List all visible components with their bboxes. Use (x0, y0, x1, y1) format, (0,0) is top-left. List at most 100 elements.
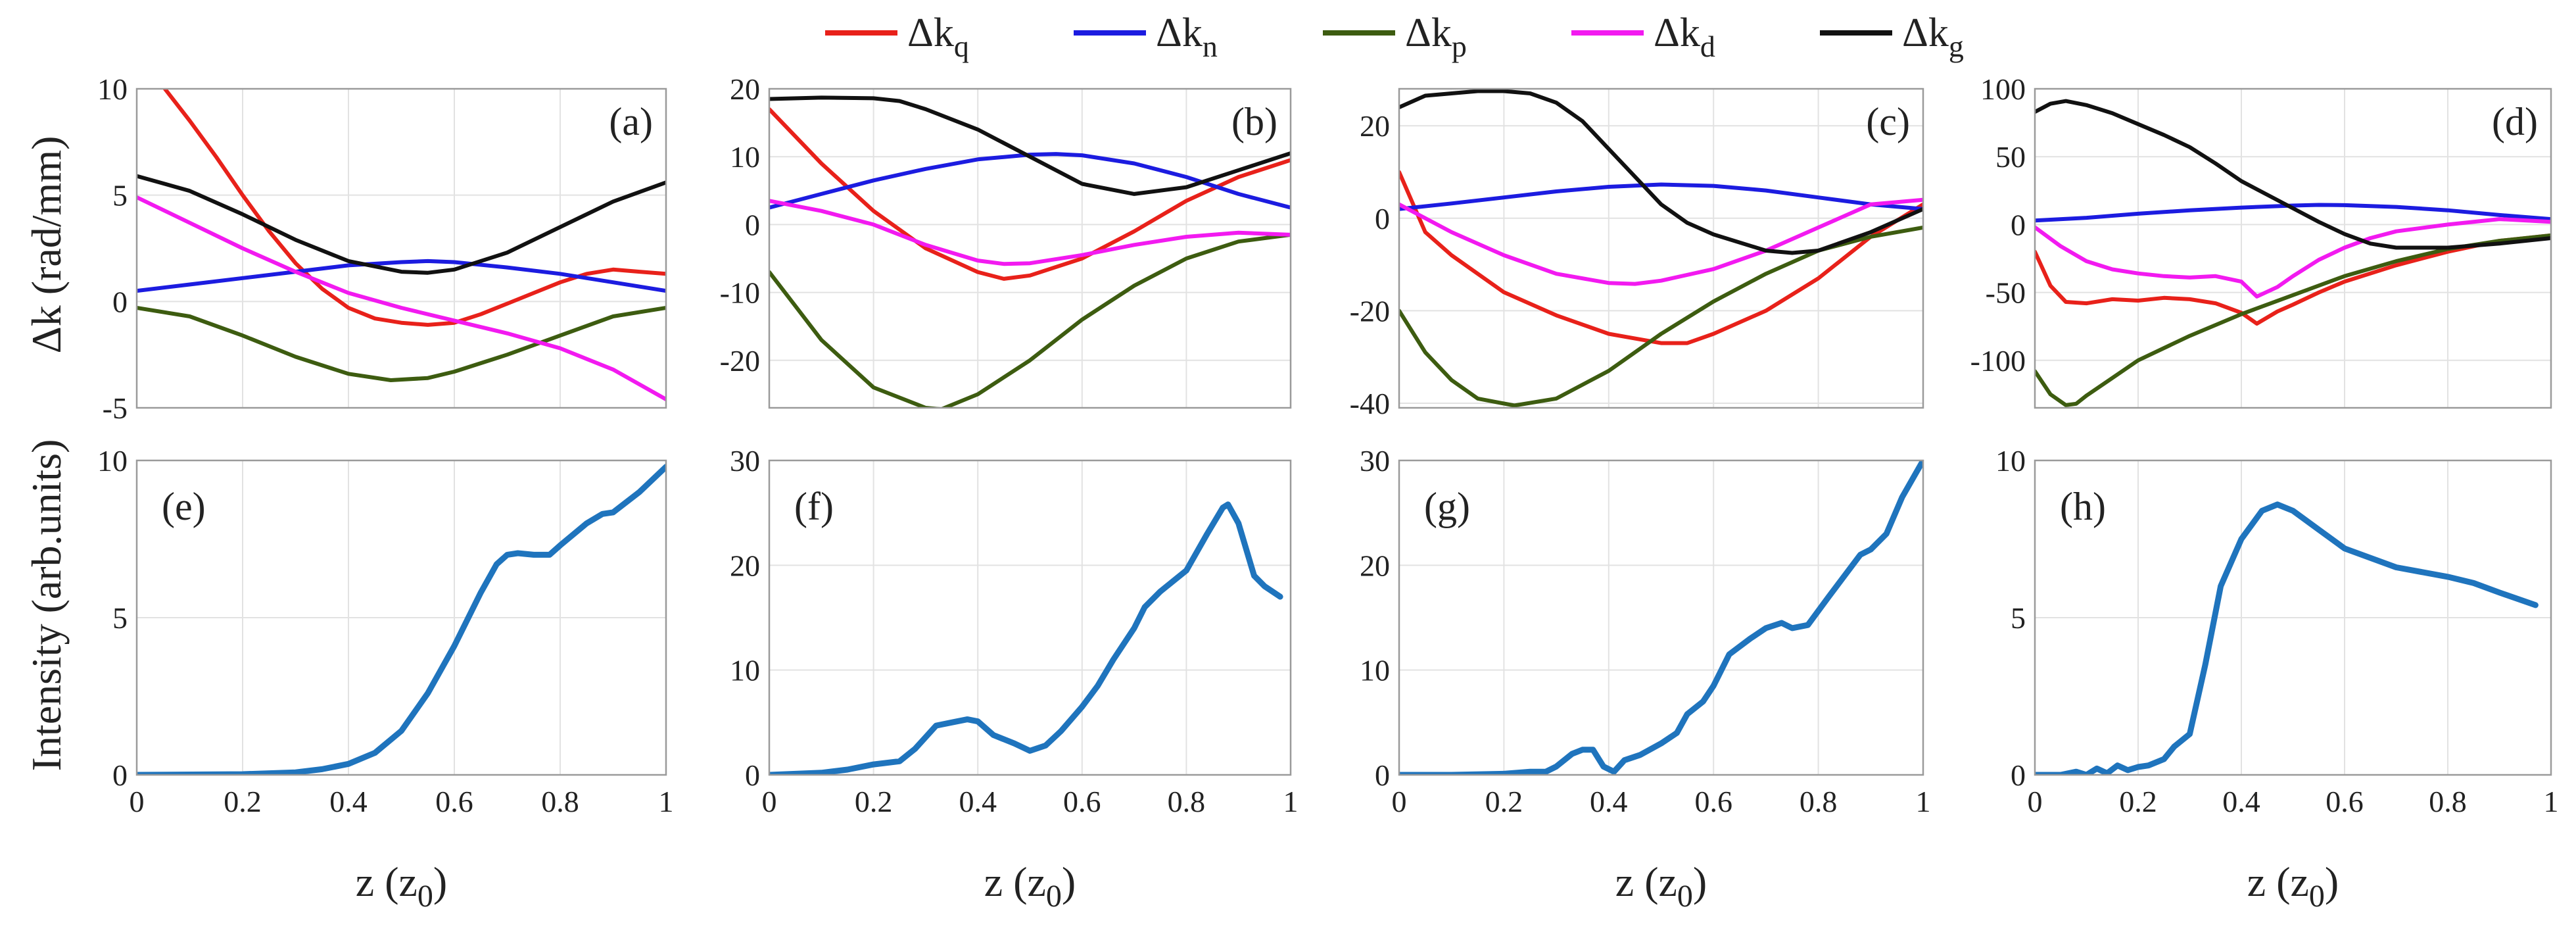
panel-label: (e) (162, 485, 206, 528)
panel-h: 0 5 10 0 0.2 0.4 0.6 0.8 1 z (z0) (h) (1995, 444, 2559, 914)
panel-label: (g) (1424, 485, 1470, 528)
panel-a: -5 0 5 10 (a) (97, 72, 667, 425)
x-tick-label: 1 (2544, 785, 2559, 818)
panel-c: -40 -20 0 20 (c) (1350, 87, 1924, 420)
series-line-Δk_q (1399, 170, 1923, 345)
y-tick-label: 50 (1995, 140, 2026, 174)
x-tick-label: 1 (1916, 785, 1931, 818)
y-tick-label: -20 (720, 344, 760, 378)
legend-item: Δkq (825, 11, 969, 63)
panel-label: (f) (794, 485, 834, 528)
y-axis-label-bottom: Intensity (arb.units) (23, 439, 70, 772)
legend-item: Δkp (1323, 11, 1467, 63)
y-tick-label: -40 (1350, 387, 1390, 420)
axes-box (768, 87, 1292, 409)
x-tick-label: 1 (659, 785, 674, 818)
series-line-Intensity (137, 464, 666, 775)
x-tick-label: 0.8 (2429, 785, 2467, 818)
y-tick-label: 20 (1360, 549, 1390, 582)
series-line-Δk_p (2035, 233, 2551, 407)
y-tick-label: 5 (112, 601, 128, 635)
legend-item: Δkd (1571, 11, 1715, 63)
legend-label: Δkg (1902, 11, 1964, 63)
legend-label: Δkq (907, 11, 969, 63)
y-tick-label: 10 (730, 654, 760, 687)
y-tick-label: 0 (745, 758, 760, 792)
y-tick-label: 0 (745, 208, 760, 241)
axes-box (2034, 459, 2552, 776)
legend: Δkq Δkn Δkp Δkd Δkg (825, 11, 1964, 63)
y-tick-label: -10 (720, 276, 760, 310)
y-tick-label: 10 (97, 444, 128, 478)
axes-box (1398, 459, 1924, 776)
series-line-Intensity (2035, 501, 2539, 775)
panel-g: 0 10 20 30 0 0.2 0.4 0.6 0.8 1 z (z0) (g) (1360, 444, 1931, 914)
panel-label: (b) (1231, 100, 1277, 143)
axes-box (768, 459, 1292, 776)
x-tick-label: 0 (1392, 785, 1407, 818)
x-tick-label: 0.4 (2222, 785, 2260, 818)
x-tick-label: 0.4 (329, 785, 368, 818)
series-line-Δk_n (137, 259, 666, 293)
series-line-Δk_g (2035, 99, 2551, 250)
series-line-Δk_n (1399, 182, 1923, 211)
plot-area (769, 460, 1291, 775)
x-axis-label: z (z0) (2247, 858, 2339, 914)
x-tick-label: 0 (130, 785, 145, 818)
x-tick-label: 0.4 (959, 785, 997, 818)
panel-label: (d) (2492, 100, 2538, 143)
x-tick-label: 1 (1283, 785, 1299, 818)
y-tick-label: -5 (103, 391, 128, 425)
series-line-Δk_d (137, 195, 666, 402)
x-tick-label: 0.2 (224, 785, 262, 818)
y-tick-label: 20 (730, 72, 760, 106)
y-tick-label: 20 (730, 549, 760, 582)
series-line-Δk_n (2035, 203, 2551, 223)
x-tick-label: 0.6 (435, 785, 473, 818)
x-tick-label: 0.2 (855, 785, 893, 818)
x-tick-label: 0.6 (1063, 785, 1101, 818)
series-line-Δk_p (769, 232, 1291, 408)
panel-b: -20 -10 0 10 20 (b) (720, 72, 1292, 409)
y-tick-label: 30 (1360, 444, 1390, 478)
panel-label: (h) (2060, 485, 2106, 528)
y-tick-label: 100 (1980, 72, 2026, 106)
x-tick-label: 0.8 (541, 785, 579, 818)
legend-label: Δkp (1405, 11, 1467, 63)
y-tick-label: -20 (1350, 294, 1390, 328)
series-line-Δk_g (1399, 89, 1923, 255)
y-tick-label: 10 (1360, 654, 1390, 687)
panel-d: -100 -50 0 50 100 (d) (1970, 72, 2552, 409)
legend-label: Δkd (1654, 11, 1715, 63)
y-tick-label: 0 (112, 758, 128, 792)
panel-label: (c) (1866, 100, 1910, 143)
y-tick-label: 0 (1375, 758, 1390, 792)
plot-area (1399, 89, 1923, 408)
y-tick-label: 0 (2011, 758, 2026, 792)
series-line-Δk_q (769, 107, 1291, 281)
x-axis-label: z (z0) (984, 858, 1076, 914)
y-tick-label: 0 (1375, 202, 1390, 235)
y-tick-label: 20 (1360, 109, 1390, 143)
x-tick-label: 0.2 (2119, 785, 2157, 818)
series-line-Intensity (1399, 460, 1923, 775)
plot-area (769, 89, 1291, 408)
panel-e: 0 5 10 0 0.2 0.4 0.6 0.8 1 z (z0) (e) (97, 444, 674, 914)
x-tick-label: 0.2 (1485, 785, 1523, 818)
x-axis-label: z (z0) (1615, 858, 1707, 914)
y-tick-label: -50 (1986, 276, 2026, 310)
panel-label: (a) (609, 100, 653, 143)
legend-label: Δkn (1156, 11, 1218, 63)
x-tick-label: 0 (2028, 785, 2043, 818)
axes-box (135, 87, 667, 409)
x-tick-label: 0 (762, 785, 777, 818)
x-tick-label: 0.8 (1168, 785, 1206, 818)
legend-item: Δkn (1074, 11, 1218, 63)
series-line-Intensity (769, 501, 1283, 775)
x-tick-label: 0.6 (1694, 785, 1732, 818)
y-tick-label: 30 (730, 444, 760, 478)
y-tick-label: 0 (112, 285, 128, 318)
y-tick-label: 5 (112, 179, 128, 212)
